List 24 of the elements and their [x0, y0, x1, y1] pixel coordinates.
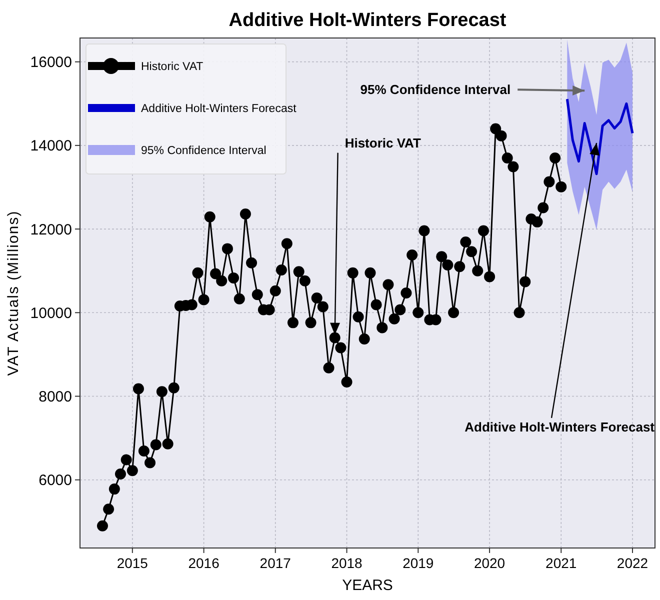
- y-tick-label: 8000: [38, 388, 72, 406]
- legend-label: Historic VAT: [141, 61, 204, 74]
- annotation: Historic VAT: [344, 135, 421, 150]
- annotation: Additive Holt-Winters Forecast: [464, 419, 656, 434]
- y-tick-label: 16000: [30, 54, 72, 72]
- legend-label: 95% Confidence Interval: [141, 145, 266, 158]
- x-tick-label: 2015: [116, 555, 148, 571]
- x-tick-label: 2022: [616, 555, 648, 571]
- y-tick-label: 14000: [30, 138, 72, 155]
- y-tick-label: 6000: [38, 472, 72, 490]
- x-tick-label: 2017: [260, 555, 292, 571]
- x-tick-label: 2019: [402, 555, 434, 571]
- annotation: 95% Confidence Interval: [360, 82, 511, 98]
- x-tick-label: 2021: [546, 555, 577, 571]
- x-axis-title: YEARS: [342, 577, 393, 594]
- y-tick-label: 12000: [30, 221, 72, 238]
- x-tick-label: 2016: [188, 555, 220, 571]
- y-tick-label: 10000: [30, 304, 72, 322]
- chart-title: Additive Holt-Winters Forecast: [228, 10, 507, 31]
- x-tick-label: 2020: [474, 555, 506, 571]
- legend-label: Additive Holt-Winters Forecast: [141, 103, 298, 116]
- x-tick-label: 2018: [331, 555, 363, 571]
- line-series: [566, 98, 634, 176]
- y-axis-title: VAT Actuals (Millions): [5, 210, 22, 376]
